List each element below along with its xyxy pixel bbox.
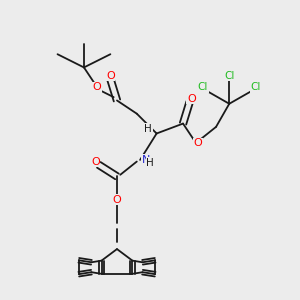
Text: O: O [93, 82, 101, 92]
Text: H: H [145, 124, 152, 134]
Text: O: O [91, 157, 100, 166]
Text: Cl: Cl [250, 82, 261, 92]
Text: Cl: Cl [198, 82, 208, 92]
Text: Cl: Cl [224, 71, 234, 81]
Text: N: N [142, 155, 150, 165]
Text: O: O [106, 71, 115, 81]
Text: O: O [112, 194, 122, 205]
Text: O: O [187, 94, 196, 104]
Text: O: O [194, 138, 202, 148]
Text: H: H [146, 158, 154, 167]
